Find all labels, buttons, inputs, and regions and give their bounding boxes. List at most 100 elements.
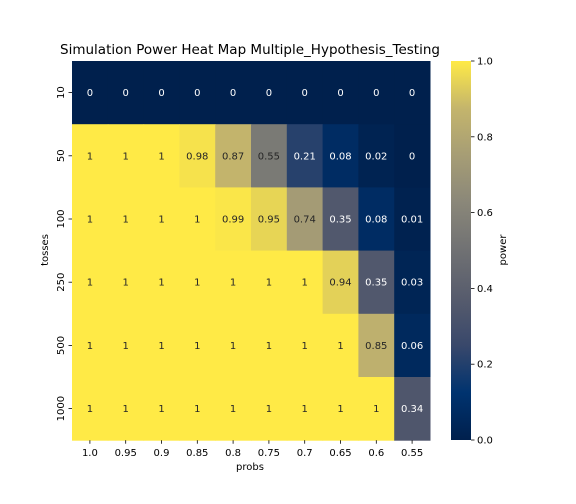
cell-value-label: 0.74 (294, 215, 316, 226)
heatmap-cell (251, 187, 288, 252)
heatmap-cell (394, 61, 431, 125)
heatmap-cell (143, 313, 180, 378)
heatmap-cell (72, 377, 109, 441)
cell-value-label: 1 (87, 151, 93, 162)
cell-value-label: 1 (87, 215, 93, 226)
x-tick-label: 0.55 (401, 448, 423, 459)
colorbar-ticks: 0.0 0.2 0.4 0.6 0.8 1.0 (471, 57, 493, 447)
cell-value-label: 1 (123, 278, 129, 289)
x-tick-label: 0.8 (225, 448, 241, 459)
chart-title: Simulation Power Heat Map Multiple_Hypot… (60, 42, 440, 58)
cell-value-label: 1 (87, 278, 93, 289)
cell-value-label: 0 (87, 88, 93, 99)
cell-value-label: 1 (373, 404, 379, 415)
cell-value-label: 1 (302, 404, 308, 415)
y-axis-ticks: 10 50 100 250 500 1000 (56, 86, 72, 421)
heatmap-cell (215, 377, 252, 441)
cell-value-label: 0.87 (222, 151, 244, 162)
heatmap-cell (72, 250, 109, 315)
cell-value-label: 0 (266, 88, 272, 99)
colorbar-tick-label: 1.0 (477, 57, 493, 68)
cell-value-label: 0 (302, 88, 308, 99)
x-tick-label: 1.0 (82, 448, 98, 459)
cell-value-label: 1 (123, 341, 129, 352)
heatmap-cell (179, 313, 216, 378)
cell-value-label: 0.35 (365, 278, 387, 289)
cell-value-label: 1 (194, 278, 200, 289)
x-tick-label: 0.95 (115, 448, 137, 459)
cell-value-label: 0.94 (329, 278, 351, 289)
heatmap-cell (251, 124, 288, 188)
heatmap-cell (72, 61, 109, 125)
cell-value-label: 0 (158, 88, 164, 99)
colorbar-tick-label: 0.6 (477, 208, 493, 219)
cell-value-label: 0 (373, 88, 379, 99)
heatmap-cell (215, 61, 252, 125)
cell-value-label: 1 (194, 215, 200, 226)
cell-value-label: 1 (158, 215, 164, 226)
cell-value-label: 0.99 (222, 215, 244, 226)
cell-value-label: 1 (87, 404, 93, 415)
cell-value-label: 0.21 (294, 151, 316, 162)
heatmap-cell (107, 250, 145, 315)
cell-value-label: 0.08 (329, 151, 351, 162)
heatmap-cell (107, 61, 145, 125)
cell-value-label: 1 (230, 341, 236, 352)
y-tick-label: 50 (56, 149, 67, 162)
colorbar-tick-label: 0.2 (477, 360, 493, 371)
heatmap-cell (107, 124, 145, 188)
x-tick-label: 0.85 (186, 448, 208, 459)
heatmap-cell (358, 250, 395, 315)
heatmap-cell (107, 313, 145, 378)
heatmap-cell (286, 61, 324, 125)
heatmap-cells (72, 61, 431, 441)
x-axis-ticks: 1.0 0.95 0.9 0.85 0.8 0.75 0.7 0.65 0.6 0.55 (82, 440, 423, 459)
cell-value-label: 0.34 (401, 404, 423, 415)
heatmap-cell (72, 187, 109, 252)
cell-value-label: 1 (158, 151, 164, 162)
heatmap-cell (72, 124, 109, 188)
y-tick-label: 1000 (56, 396, 67, 421)
x-tick-label: 0.7 (297, 448, 313, 459)
heatmap-cell (107, 377, 145, 441)
y-tick-label: 250 (56, 273, 67, 292)
heatmap-cell (322, 187, 359, 252)
colorbar-tick-label: 0.0 (477, 436, 493, 447)
x-tick-label: 0.9 (154, 448, 170, 459)
colorbar-tick-label: 0.4 (477, 284, 493, 295)
cell-value-label: 1 (123, 404, 129, 415)
heatmap-cell (394, 187, 431, 252)
heatmap-cell (143, 377, 180, 441)
cell-value-label: 0.08 (365, 215, 387, 226)
cell-value-label: 1 (194, 404, 200, 415)
x-axis-label: probs (236, 462, 264, 473)
cell-value-label: 0.03 (401, 278, 423, 289)
heatmap-cell (143, 187, 180, 252)
cell-value-label: 0 (230, 88, 236, 99)
y-tick-label: 500 (56, 336, 67, 355)
cell-value-label: 1 (123, 151, 129, 162)
cell-value-label: 0.06 (401, 341, 423, 352)
heatmap-cell (143, 61, 180, 125)
colorbar-label: power (498, 234, 509, 266)
y-tick-label: 10 (56, 86, 67, 99)
heatmap-cell (286, 250, 324, 315)
cell-value-label: 0 (409, 151, 415, 162)
heatmap-cell (215, 124, 252, 188)
cell-value-label: 0 (337, 88, 343, 99)
heatmap-cell (143, 124, 180, 188)
heatmap-cell (143, 250, 180, 315)
heatmap-cell (286, 377, 324, 441)
heatmap-cell (179, 377, 216, 441)
y-tick-label: 100 (56, 209, 67, 228)
cell-value-label: 1 (194, 341, 200, 352)
heatmap-cell (215, 250, 252, 315)
heatmap-cell (322, 124, 359, 188)
x-tick-label: 0.6 (368, 448, 384, 459)
heatmap-cell (394, 377, 431, 441)
cell-value-label: 1 (230, 404, 236, 415)
heatmap-cell (251, 61, 288, 125)
y-axis-label: tosses (40, 234, 51, 266)
colorbar (451, 61, 471, 440)
